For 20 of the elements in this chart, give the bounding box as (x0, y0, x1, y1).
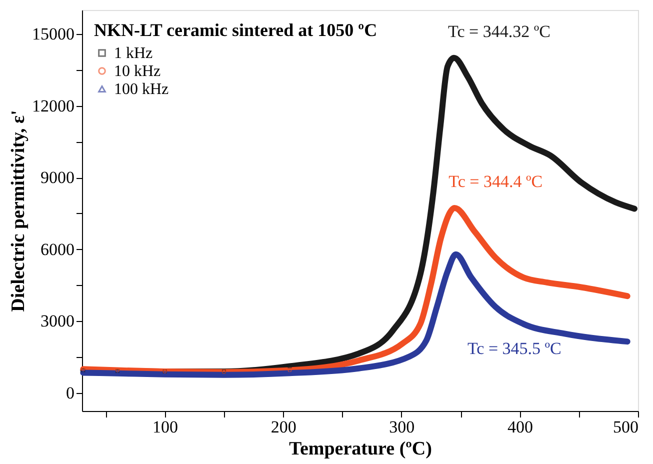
y-tick-label: 12000 (32, 96, 74, 116)
legend-label: 100 kHz (114, 81, 169, 98)
y-tick-label: 0 (66, 384, 74, 403)
legend-label: 1 kHz (114, 45, 153, 62)
x-tick-label: 100 (152, 418, 178, 436)
x-tick-label: 400 (507, 418, 533, 436)
y-tick-label: 15000 (32, 24, 74, 44)
legend-title: NKN-LT ceramic sintered at 1050 ºC (94, 20, 378, 40)
y-tick-label: 3000 (40, 312, 74, 331)
y-axis-title: Dielectric permittivity, ε' (8, 110, 29, 312)
x-axis-title: Temperature (ºC) (289, 438, 432, 460)
legend-label: 10 kHz (114, 63, 161, 80)
annotation: Tc = 344.4 ºC (448, 172, 543, 191)
annotation: Tc = 345.5 ºC (467, 338, 562, 358)
annotation: Tc = 344.32 ºC (448, 22, 550, 41)
x-tick-label: 200 (270, 418, 296, 436)
x-tick-label: 300 (389, 418, 415, 436)
y-tick-label: 6000 (40, 240, 74, 259)
x-tick-label: 500 (613, 418, 638, 436)
y-tick-label: 9000 (40, 168, 74, 188)
